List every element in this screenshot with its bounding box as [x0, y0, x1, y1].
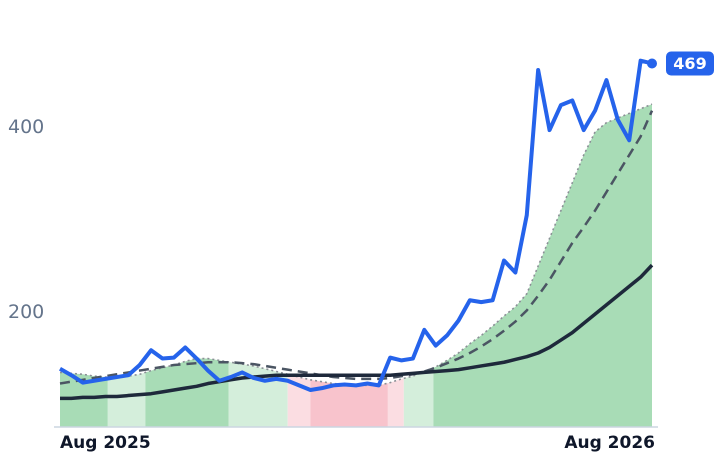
price-line — [59, 58, 653, 392]
x-tick-label: Aug 2025 — [60, 433, 151, 453]
moving-average-line — [59, 110, 654, 385]
zone-band — [287, 104, 311, 427]
y-tick-label: 200 — [8, 301, 44, 323]
zone-band — [433, 104, 652, 427]
zone-band — [145, 104, 229, 427]
y-tick-label: 400 — [8, 116, 44, 138]
zone-band — [60, 104, 108, 427]
x-tick-label: Aug 2026 — [564, 433, 655, 453]
value-label: 469 — [673, 54, 706, 73]
zone-band — [310, 104, 388, 427]
value-badge — [666, 51, 714, 76]
zone-band — [403, 104, 434, 427]
zone-band — [387, 104, 404, 427]
moving-average-line — [60, 263, 654, 401]
last-point — [647, 58, 657, 69]
band-group — [60, 104, 652, 427]
